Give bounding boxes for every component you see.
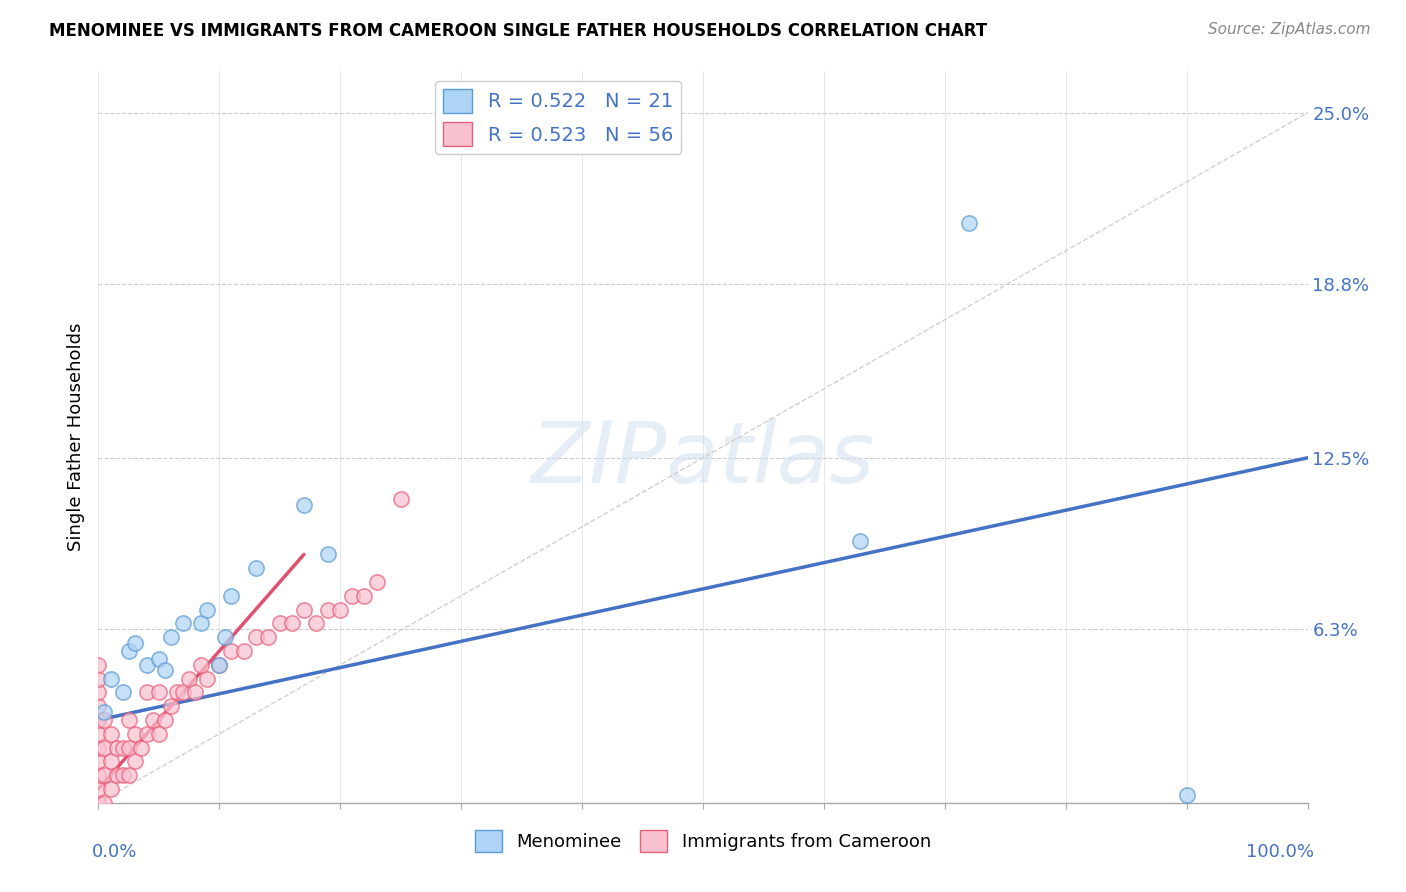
Point xyxy=(111,768,134,782)
Text: ZIPatlas: ZIPatlas xyxy=(531,417,875,500)
Point xyxy=(316,602,339,616)
Point xyxy=(135,685,157,699)
Point xyxy=(342,589,364,603)
Point xyxy=(849,533,872,548)
Point xyxy=(153,713,176,727)
Point xyxy=(111,740,134,755)
Point xyxy=(214,630,236,644)
Point xyxy=(292,602,315,616)
Point xyxy=(148,652,170,666)
Point xyxy=(87,768,110,782)
Point xyxy=(87,755,110,769)
Point xyxy=(190,657,212,672)
Point xyxy=(100,672,122,686)
Point xyxy=(135,657,157,672)
Point xyxy=(366,574,388,589)
Point xyxy=(221,644,243,658)
Point xyxy=(93,705,115,719)
Point xyxy=(329,602,352,616)
Point xyxy=(87,713,110,727)
Point xyxy=(292,498,315,512)
Point xyxy=(93,740,115,755)
Point xyxy=(1175,788,1198,802)
Point xyxy=(389,492,412,507)
Point xyxy=(100,727,122,741)
Point xyxy=(124,727,146,741)
Point xyxy=(124,636,146,650)
Point xyxy=(172,685,194,699)
Point xyxy=(353,589,375,603)
Point xyxy=(208,657,231,672)
Y-axis label: Single Father Households: Single Father Households xyxy=(66,323,84,551)
Point xyxy=(172,616,194,631)
Point xyxy=(105,768,128,782)
Point xyxy=(100,755,122,769)
Point xyxy=(195,672,218,686)
Point xyxy=(87,685,110,699)
Point xyxy=(232,644,254,658)
Point xyxy=(87,727,110,741)
Point xyxy=(87,740,110,755)
Point xyxy=(135,727,157,741)
Point xyxy=(957,216,980,230)
Text: 0.0%: 0.0% xyxy=(93,843,138,861)
Point xyxy=(129,740,152,755)
Point xyxy=(142,713,165,727)
Point xyxy=(190,616,212,631)
Point xyxy=(105,740,128,755)
Point xyxy=(195,602,218,616)
Point xyxy=(166,685,188,699)
Point xyxy=(184,685,207,699)
Point xyxy=(269,616,291,631)
Point xyxy=(87,657,110,672)
Point xyxy=(87,782,110,797)
Point xyxy=(118,768,141,782)
Point xyxy=(153,663,176,677)
Point xyxy=(281,616,304,631)
Point xyxy=(100,782,122,797)
Point xyxy=(208,657,231,672)
Point xyxy=(256,630,278,644)
Point xyxy=(148,685,170,699)
Point xyxy=(245,561,267,575)
Point xyxy=(111,685,134,699)
Point xyxy=(118,713,141,727)
Point xyxy=(160,630,183,644)
Text: 100.0%: 100.0% xyxy=(1246,843,1313,861)
Point xyxy=(245,630,267,644)
Point xyxy=(87,672,110,686)
Legend: Menominee, Immigrants from Cameroon: Menominee, Immigrants from Cameroon xyxy=(468,823,938,860)
Point xyxy=(305,616,328,631)
Point xyxy=(316,548,339,562)
Point xyxy=(179,672,201,686)
Point xyxy=(87,699,110,714)
Point xyxy=(160,699,183,714)
Point xyxy=(124,755,146,769)
Point xyxy=(148,727,170,741)
Point xyxy=(118,740,141,755)
Point xyxy=(87,796,110,810)
Text: Source: ZipAtlas.com: Source: ZipAtlas.com xyxy=(1208,22,1371,37)
Text: MENOMINEE VS IMMIGRANTS FROM CAMEROON SINGLE FATHER HOUSEHOLDS CORRELATION CHART: MENOMINEE VS IMMIGRANTS FROM CAMEROON SI… xyxy=(49,22,987,40)
Point xyxy=(93,796,115,810)
Point xyxy=(221,589,243,603)
Point xyxy=(118,644,141,658)
Point xyxy=(93,768,115,782)
Point xyxy=(93,713,115,727)
